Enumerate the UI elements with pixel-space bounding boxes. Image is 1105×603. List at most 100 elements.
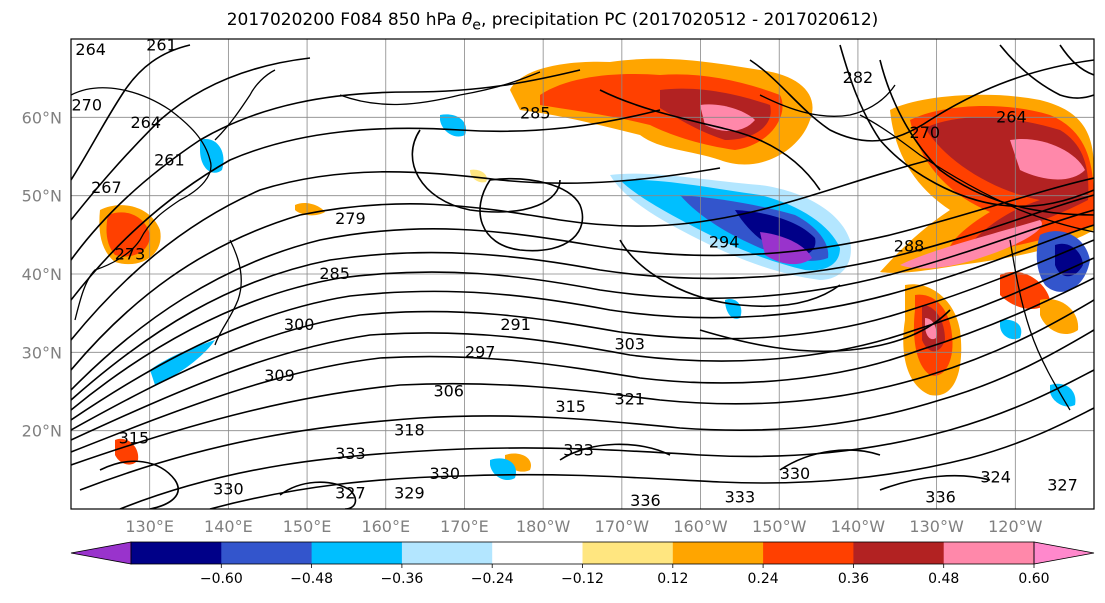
lon-tick-label: 130°E: [125, 517, 174, 536]
colorbar-box: [401, 542, 493, 564]
contour-label: 288: [894, 237, 925, 256]
contour-label: 303: [614, 335, 645, 354]
contour-line: [279, 481, 357, 509]
shade-neg-5: [760, 232, 812, 265]
colorbar-extend-high: [1033, 541, 1095, 565]
map-title: 2017020200 F084 850 hPa θe, precipitatio…: [226, 10, 879, 34]
contour-line: [559, 443, 671, 461]
contour-label: 270: [910, 123, 941, 142]
shade-neg-9: [1055, 243, 1083, 277]
contour-label: 264: [75, 40, 106, 59]
coastline-aleutian-west: [339, 71, 541, 106]
shade-neg-10: [150, 340, 215, 385]
contour-label: 273: [115, 244, 146, 263]
contour-line: [99, 460, 179, 509]
contour-label: 336: [630, 491, 661, 510]
lon-tick-label: 140°W: [831, 517, 886, 536]
contour-label: 264: [996, 107, 1027, 126]
contour-line: [879, 474, 991, 491]
lon-tick-label: 170°E: [440, 517, 489, 536]
contour-line: [71, 239, 1094, 431]
contour-label: 333: [335, 444, 366, 463]
lon-tick-label: 150°W: [752, 517, 807, 536]
contour-line: [71, 159, 931, 371]
coastline-japan: [214, 239, 242, 346]
coastline-kamchatka: [214, 69, 276, 141]
contour-label: 267: [91, 178, 122, 197]
coastline-bc: [859, 114, 1094, 233]
contour-line: [699, 309, 951, 353]
coastlines: [71, 69, 1094, 411]
colorbar-extend-low: [70, 541, 132, 565]
colorbar-label: 0.12: [657, 571, 688, 587]
lat-tick-label: 60°N: [22, 108, 62, 127]
contour-line: [71, 109, 661, 301]
gridlines: [71, 39, 1094, 509]
contour-label: 297: [465, 342, 496, 361]
shade-neg-6: [440, 114, 466, 137]
map-frame: [70, 38, 1095, 510]
colorbar: −0.60 −0.48 −0.36 −0.24 −0.12 0.12 0.24 0.36 0.4…: [70, 541, 1095, 587]
colorbar-box: [131, 542, 222, 564]
lat-tick-label: 40°N: [22, 265, 62, 284]
contour-label: 315: [555, 397, 586, 416]
contour-line: [209, 407, 1094, 509]
coastline-asia: [71, 87, 212, 321]
contour-label: 330: [213, 479, 244, 498]
shade-neg-13: [1000, 319, 1022, 340]
lon-tick-label: 160°E: [361, 517, 410, 536]
contour-line: [879, 59, 1094, 216]
colorbar-box: [311, 542, 403, 564]
contour-label: 285: [520, 103, 551, 122]
contour-label: 279: [335, 209, 366, 228]
contour-label: 270: [71, 96, 102, 115]
contour-line: [749, 59, 1094, 142]
contour-line: [479, 177, 584, 252]
contour-label: 294: [709, 233, 740, 252]
contour-label: 282: [843, 68, 874, 87]
contour-label: 264: [130, 113, 161, 132]
contour-line: [71, 224, 1094, 421]
lon-tick-label: 170°W: [595, 517, 650, 536]
contour-line: [71, 257, 1094, 441]
shade-pos-21: [470, 169, 487, 183]
contour-label: 306: [433, 382, 464, 401]
colorbar-label: −0.12: [561, 571, 604, 587]
contour-label: 285: [319, 264, 350, 283]
colorbar-label: 0.36: [838, 571, 869, 587]
contour-line: [71, 167, 721, 341]
lon-tick-label: 150°E: [283, 517, 332, 536]
colorbar-box: [492, 542, 583, 564]
contour-label: 261: [154, 150, 185, 169]
colorbar-label: −0.48: [290, 571, 333, 587]
colorbar-box: [221, 542, 313, 564]
colorbar-label: 0.48: [928, 571, 959, 587]
contour-line: [71, 209, 1094, 411]
lat-tick-label: 30°N: [22, 343, 62, 362]
contour-label: 329: [394, 483, 425, 502]
lat-tick-label: 50°N: [22, 187, 62, 206]
contour-label: 327: [335, 483, 366, 502]
colorbar-box: [672, 542, 764, 564]
colorbar-label: 0.24: [748, 571, 779, 587]
contour-label: 321: [614, 389, 645, 408]
contour-line: [599, 89, 821, 191]
contour-line: [839, 44, 1094, 208]
coastline-westus: [1009, 239, 1071, 411]
theta-e-contours: [71, 44, 1094, 509]
lon-tick-label: 140°E: [204, 517, 253, 536]
lon-tick-label: 160°W: [673, 517, 728, 536]
contour-label: 333: [725, 487, 756, 506]
shade-pos-17: [106, 212, 150, 257]
colorbar-box: [582, 542, 674, 564]
contour-label: 291: [500, 315, 531, 334]
colorbar-box: [943, 542, 1035, 564]
contour-line: [79, 329, 1094, 491]
map-content: [71, 39, 1094, 509]
colorbar-label: 0.60: [1018, 571, 1049, 587]
shade-pos-14: [1000, 271, 1050, 310]
contour-line: [71, 177, 1094, 391]
colorbar-label: −0.60: [200, 571, 243, 587]
contour-label: 333: [563, 440, 594, 459]
contour-line: [71, 277, 1094, 453]
